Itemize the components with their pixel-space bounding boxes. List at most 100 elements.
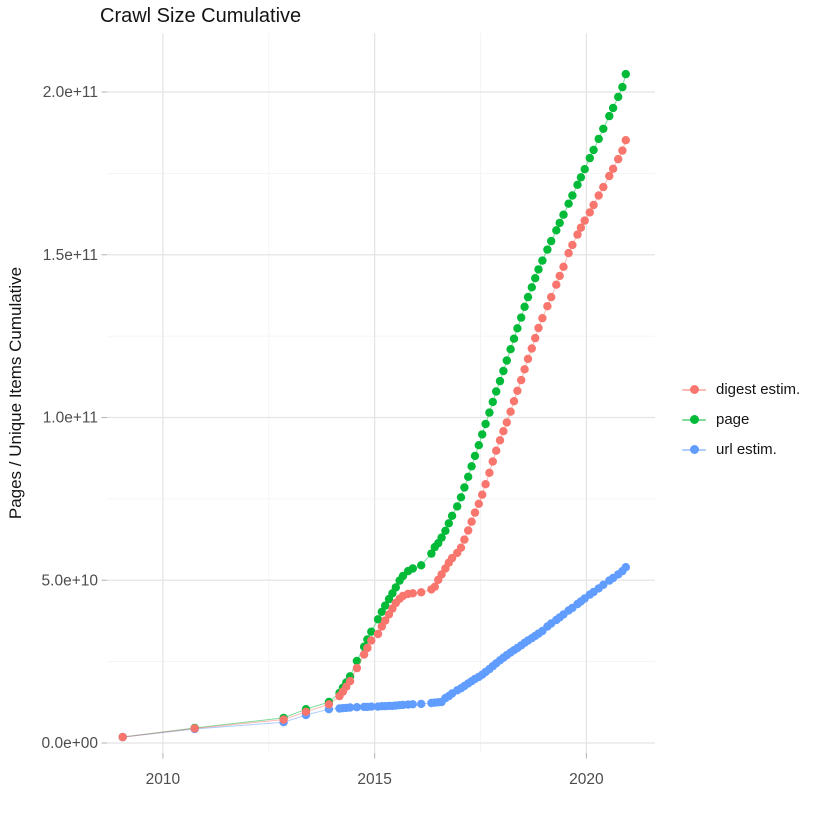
- legend-label-digest-estim: digest estim.: [716, 381, 801, 398]
- data-point-digest-estim: [589, 200, 598, 210]
- data-point-page: [608, 103, 618, 113]
- legend-item-url-estim: url estim.: [681, 439, 800, 460]
- legend-dot-swatch: [689, 445, 699, 454]
- data-point-page: [485, 408, 494, 417]
- y-tick-label: 1.5e+11: [43, 247, 98, 264]
- data-point-page: [509, 334, 519, 343]
- data-point-digest-estim: [580, 216, 589, 225]
- data-point-digest-estim: [520, 365, 529, 374]
- data-point-page: [474, 441, 483, 450]
- data-point-page: [492, 387, 501, 396]
- data-point-url-estim: [345, 703, 355, 712]
- y-tick-label: 5.0e+10: [42, 572, 99, 589]
- data-point-digest-estim: [523, 354, 533, 364]
- data-point-digest-estim: [352, 663, 362, 673]
- x-axis-tick-labels: 2010 2015 2020: [146, 771, 604, 788]
- data-point-digest-estim: [559, 262, 568, 271]
- data-point-digest-estim: [513, 386, 522, 395]
- chart-title: Crawl Size Cumulative: [100, 5, 302, 27]
- data-point-page: [555, 218, 564, 228]
- data-point-digest-estim: [594, 191, 603, 200]
- data-point-digest-estim: [190, 724, 199, 733]
- data-point-page: [460, 483, 469, 492]
- data-point-page: [599, 124, 608, 133]
- data-point-url-estim: [599, 580, 608, 589]
- data-point-page: [568, 191, 577, 200]
- data-point-digest-estim: [499, 427, 508, 436]
- data-point-url-estim: [367, 702, 376, 711]
- data-point-page: [467, 462, 476, 471]
- x-tick-label: 2015: [357, 771, 391, 788]
- data-point-digest-estim: [573, 230, 582, 239]
- data-point-digest-estim: [478, 490, 487, 499]
- data-point-page: [589, 145, 598, 155]
- data-point-digest-estim: [417, 588, 426, 597]
- data-point-digest-estim: [495, 436, 505, 445]
- data-point-page: [367, 627, 376, 636]
- data-point-page: [576, 173, 586, 182]
- data-point-page: [520, 302, 529, 311]
- data-point-page: [495, 376, 505, 386]
- series-url-estim: [118, 563, 630, 742]
- legend-key-digest-estim: [681, 379, 707, 400]
- data-point-page: [527, 283, 536, 292]
- data-point-page: [456, 493, 466, 502]
- minor-gridlines: [107, 33, 655, 753]
- data-point-page: [499, 366, 508, 376]
- data-point-digest-estim: [502, 418, 511, 427]
- data-point-digest-estim: [359, 650, 369, 659]
- data-point-page: [513, 324, 522, 333]
- data-point-url-estim: [417, 699, 426, 709]
- data-point-page: [523, 292, 533, 302]
- y-tick-label: 2.0e+11: [43, 84, 98, 101]
- data-point-page: [543, 245, 552, 254]
- data-point-digest-estim: [367, 636, 376, 645]
- data-point-digest-estim: [552, 280, 561, 289]
- data-point-url-estim: [621, 563, 630, 572]
- data-point-digest-estim: [460, 535, 469, 544]
- data-point-page: [538, 256, 547, 265]
- data-point-digest-estim: [621, 136, 630, 145]
- data-point-page: [502, 356, 511, 365]
- y-tick-label: 1.0e+11: [43, 410, 98, 427]
- data-point-page: [447, 511, 457, 520]
- data-point-page: [464, 472, 473, 481]
- data-point-digest-estim: [576, 223, 586, 232]
- data-point-digest-estim: [408, 589, 417, 598]
- data-point-digest-estim: [363, 643, 372, 653]
- data-point-page: [594, 134, 603, 144]
- data-point-page: [441, 526, 450, 535]
- data-point-digest-estim: [517, 375, 526, 385]
- data-point-digest-estim: [373, 629, 383, 639]
- data-point-digest-estim: [488, 457, 497, 466]
- data-point-page: [580, 165, 589, 174]
- legend-label-url-estim: url estim.: [716, 441, 777, 458]
- data-point-digest-estim: [547, 292, 556, 302]
- data-point-digest-estim: [564, 248, 573, 258]
- data-point-page: [564, 199, 573, 208]
- data-point-page: [585, 153, 594, 163]
- data-point-digest-estim: [447, 553, 457, 563]
- legend-item-page: page: [681, 409, 800, 430]
- data-point-digest-estim: [531, 333, 540, 343]
- data-point-digest-estim: [301, 707, 311, 716]
- data-point-digest-estim: [381, 616, 390, 625]
- series-page: [118, 69, 630, 742]
- data-point-digest-estim: [430, 582, 439, 591]
- data-point-digest-estim: [538, 314, 547, 323]
- x-tick-label: 2020: [569, 771, 604, 788]
- legend: digest estim. page url estim.: [681, 379, 800, 460]
- data-point-page: [437, 533, 446, 542]
- axis-tick-marks: [101, 91, 587, 759]
- data-point-page: [534, 265, 543, 274]
- data-point-page: [391, 583, 400, 592]
- data-point-page: [373, 615, 383, 624]
- legend-key-url-estim: [681, 439, 707, 460]
- data-point-page: [444, 519, 453, 528]
- data-point-digest-estim: [509, 397, 519, 406]
- data-point-page: [573, 180, 582, 189]
- data-point-page: [517, 313, 526, 322]
- data-point-digest-estim: [467, 517, 476, 526]
- data-point-digest-estim: [555, 271, 564, 281]
